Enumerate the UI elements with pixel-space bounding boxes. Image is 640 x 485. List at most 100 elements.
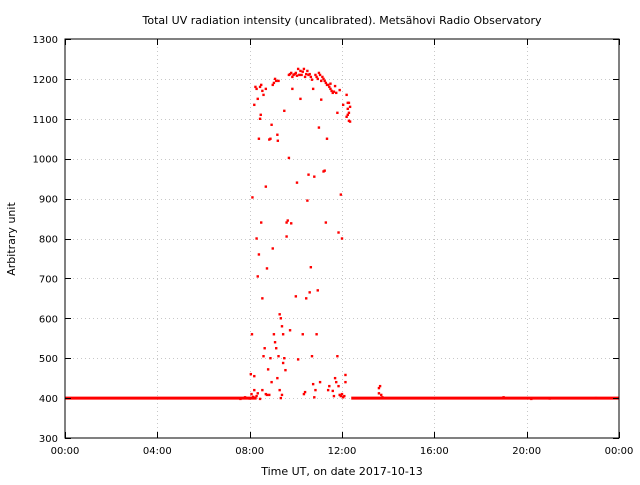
data-point — [270, 123, 273, 126]
data-point — [239, 397, 242, 401]
data-point — [326, 388, 330, 392]
data-point — [296, 358, 300, 361]
data-point — [255, 394, 258, 398]
x-axis-label: Time UT, on date 2017-10-13 — [260, 465, 423, 478]
y-tick-label: 900 — [39, 195, 58, 206]
data-point — [315, 75, 318, 79]
data-point — [332, 90, 336, 93]
data-points — [239, 67, 598, 401]
data-point — [301, 70, 304, 73]
data-point — [258, 117, 262, 120]
data-point — [295, 74, 299, 77]
data-point — [322, 77, 325, 81]
data-point — [270, 380, 273, 384]
data-point — [276, 139, 280, 142]
data-point — [594, 396, 598, 400]
data-point — [243, 396, 247, 399]
data-point — [298, 73, 301, 77]
data-point — [276, 133, 279, 136]
data-point — [277, 79, 280, 83]
data-point — [345, 115, 348, 119]
data-point — [281, 333, 285, 336]
data-point — [347, 119, 351, 122]
data-point — [272, 81, 276, 85]
data-point — [378, 384, 382, 388]
data-point — [256, 97, 259, 101]
data-point — [287, 156, 291, 160]
data-point — [302, 67, 306, 71]
data-point — [256, 392, 259, 395]
data-point — [253, 103, 256, 107]
data-point — [329, 87, 332, 91]
data-point — [325, 137, 329, 140]
data-point — [279, 396, 283, 400]
data-point — [258, 85, 262, 89]
y-tick-label: 500 — [39, 354, 58, 365]
data-point — [328, 85, 331, 89]
data-point — [333, 376, 337, 380]
y-axis-label: Arbitrary unit — [5, 202, 18, 276]
data-point — [305, 297, 308, 300]
data-point — [318, 380, 322, 384]
data-point — [299, 69, 302, 73]
data-point — [278, 313, 281, 316]
data-point — [283, 357, 286, 360]
data-point — [343, 394, 346, 398]
data-point — [336, 355, 339, 358]
data-point — [340, 392, 344, 396]
data-point — [261, 388, 264, 392]
data-point — [317, 71, 321, 75]
data-point — [344, 373, 347, 377]
data-point — [265, 267, 269, 270]
data-point — [335, 91, 338, 95]
y-tick-label: 700 — [39, 274, 58, 285]
data-point — [309, 266, 313, 269]
data-point — [303, 390, 307, 394]
data-point — [250, 333, 254, 336]
data-point — [260, 221, 263, 224]
data-point — [285, 235, 288, 238]
data-point — [313, 396, 316, 399]
data-point — [339, 193, 343, 196]
data-point — [255, 237, 258, 240]
data-point — [257, 253, 261, 256]
data-point — [290, 222, 293, 225]
data-point — [346, 113, 349, 117]
data-point — [311, 87, 315, 91]
data-point — [306, 199, 309, 202]
data-point — [254, 396, 257, 399]
data-point — [290, 71, 293, 75]
data-point — [269, 137, 272, 140]
data-point — [337, 384, 340, 388]
data-point — [265, 393, 269, 397]
y-tick-label: 1200 — [33, 75, 58, 86]
data-point — [310, 78, 314, 81]
data-point — [286, 219, 289, 222]
data-point — [251, 196, 254, 199]
data-point — [380, 393, 383, 397]
data-point — [305, 72, 308, 76]
data-point — [279, 317, 283, 320]
data-point — [311, 382, 315, 386]
data-point — [257, 137, 261, 140]
data-point — [530, 397, 533, 401]
data-point — [324, 221, 328, 224]
data-point — [338, 88, 341, 92]
data-point — [337, 231, 340, 234]
data-point — [248, 397, 251, 400]
data-point — [294, 295, 298, 298]
data-point — [295, 181, 299, 184]
data-point — [340, 237, 344, 240]
data-point — [329, 82, 332, 85]
data-point — [266, 368, 270, 371]
data-point — [325, 83, 329, 87]
data-point — [264, 185, 268, 188]
data-point — [256, 275, 259, 278]
data-point — [250, 392, 253, 396]
data-point — [347, 111, 351, 115]
data-point — [548, 397, 551, 400]
data-point — [285, 221, 288, 224]
data-point — [316, 77, 319, 81]
data-point — [344, 380, 347, 384]
data-point — [323, 169, 326, 172]
